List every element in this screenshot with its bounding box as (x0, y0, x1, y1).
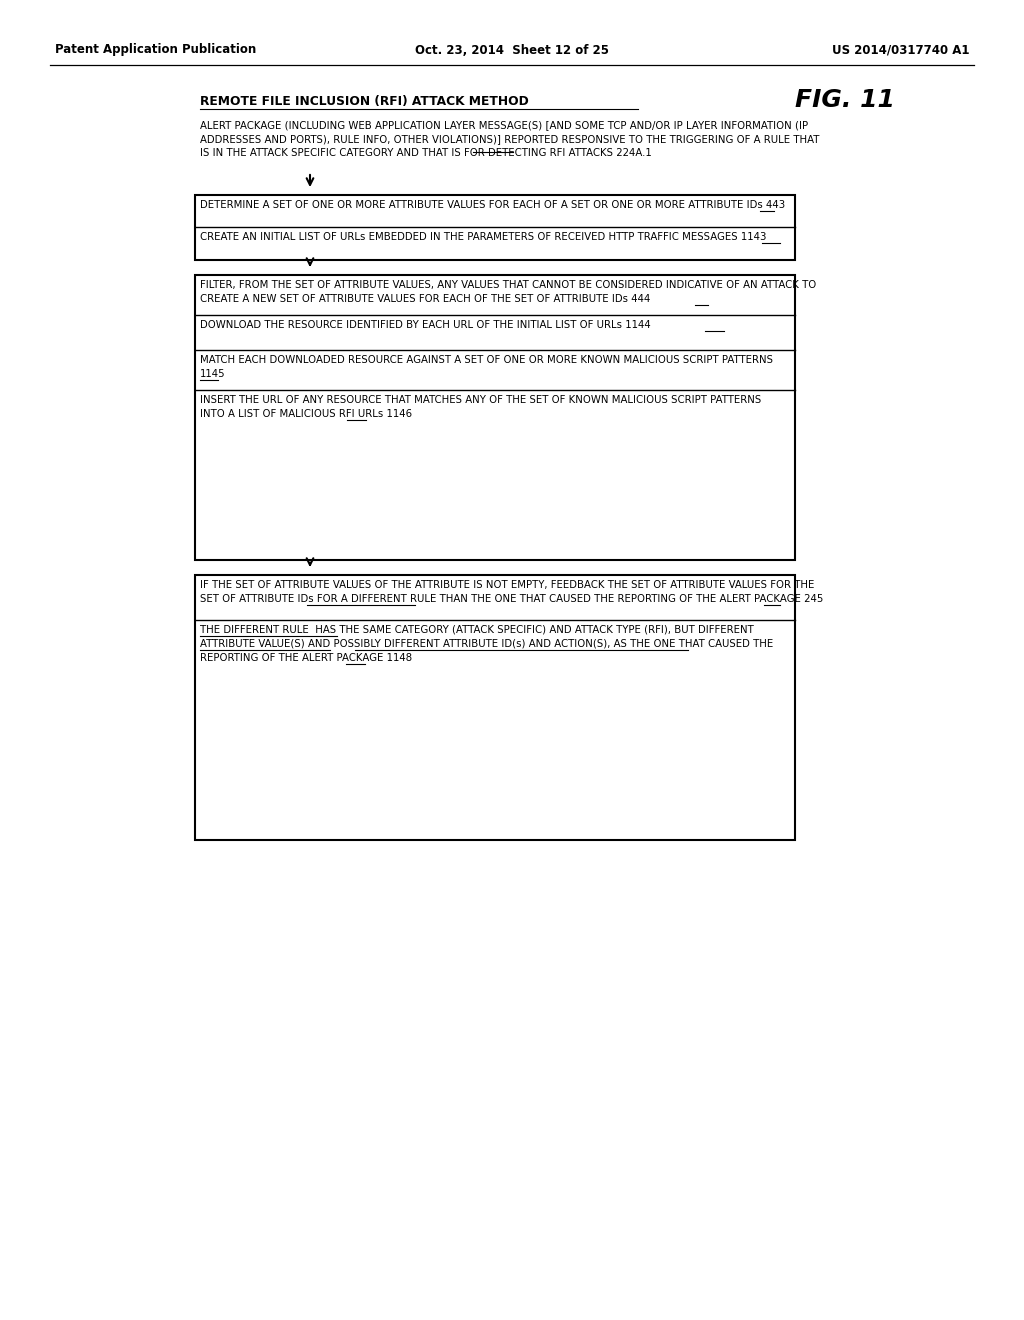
Text: REPORTING OF THE ALERT PACKAGE 1148: REPORTING OF THE ALERT PACKAGE 1148 (200, 653, 412, 663)
Text: ALERT PACKAGE (INCLUDING WEB APPLICATION LAYER MESSAGE(S) [AND SOME TCP AND/OR I: ALERT PACKAGE (INCLUDING WEB APPLICATION… (200, 120, 808, 129)
Text: 1145: 1145 (200, 370, 225, 379)
Text: INSERT THE URL OF ANY RESOURCE THAT MATCHES ANY OF THE SET OF KNOWN MALICIOUS SC: INSERT THE URL OF ANY RESOURCE THAT MATC… (200, 395, 761, 405)
Text: IF THE SET OF ATTRIBUTE VALUES OF THE ATTRIBUTE IS NOT EMPTY, FEEDBACK THE SET O: IF THE SET OF ATTRIBUTE VALUES OF THE AT… (200, 579, 814, 590)
Text: INTO A LIST OF MALICIOUS RFI URLs 1146: INTO A LIST OF MALICIOUS RFI URLs 1146 (200, 409, 412, 418)
Text: ADDRESSES AND PORTS), RULE INFO, OTHER VIOLATIONS)] REPORTED RESPONSIVE TO THE T: ADDRESSES AND PORTS), RULE INFO, OTHER V… (200, 135, 819, 144)
Text: SET OF ATTRIBUTE IDs FOR A DIFFERENT RULE THAN THE ONE THAT CAUSED THE REPORTING: SET OF ATTRIBUTE IDs FOR A DIFFERENT RUL… (200, 594, 823, 605)
Text: US 2014/0317740 A1: US 2014/0317740 A1 (833, 44, 970, 57)
Text: MATCH EACH DOWNLOADED RESOURCE AGAINST A SET OF ONE OR MORE KNOWN MALICIOUS SCRI: MATCH EACH DOWNLOADED RESOURCE AGAINST A… (200, 355, 773, 366)
Text: IS IN THE ATTACK SPECIFIC CATEGORY AND THAT IS FOR DETECTING RFI ATTACKS 224A.1: IS IN THE ATTACK SPECIFIC CATEGORY AND T… (200, 148, 651, 158)
Text: FILTER, FROM THE SET OF ATTRIBUTE VALUES, ANY VALUES THAT CANNOT BE CONSIDERED I: FILTER, FROM THE SET OF ATTRIBUTE VALUES… (200, 280, 816, 290)
Bar (195, 195, 795, 260)
Text: DETERMINE A SET OF ONE OR MORE ATTRIBUTE VALUES FOR EACH OF A SET OR ONE OR MORE: DETERMINE A SET OF ONE OR MORE ATTRIBUTE… (200, 201, 785, 210)
Text: CREATE A NEW SET OF ATTRIBUTE VALUES FOR EACH OF THE SET OF ATTRIBUTE IDs 444: CREATE A NEW SET OF ATTRIBUTE VALUES FOR… (200, 294, 650, 304)
Bar (195, 275, 795, 560)
Text: REMOTE FILE INCLUSION (RFI) ATTACK METHOD: REMOTE FILE INCLUSION (RFI) ATTACK METHO… (200, 95, 528, 108)
Text: Oct. 23, 2014  Sheet 12 of 25: Oct. 23, 2014 Sheet 12 of 25 (415, 44, 609, 57)
Text: ATTRIBUTE VALUE(S) AND POSSIBLY DIFFERENT ATTRIBUTE ID(s) AND ACTION(S), AS THE : ATTRIBUTE VALUE(S) AND POSSIBLY DIFFEREN… (200, 639, 773, 649)
Text: DOWNLOAD THE RESOURCE IDENTIFIED BY EACH URL OF THE INITIAL LIST OF URLs 1144: DOWNLOAD THE RESOURCE IDENTIFIED BY EACH… (200, 319, 650, 330)
Text: FIG. 11: FIG. 11 (795, 88, 895, 112)
Text: Patent Application Publication: Patent Application Publication (55, 44, 256, 57)
Text: THE DIFFERENT RULE  HAS THE SAME CATEGORY (ATTACK SPECIFIC) AND ATTACK TYPE (RFI: THE DIFFERENT RULE HAS THE SAME CATEGORY… (200, 624, 754, 635)
Bar (195, 576, 795, 840)
Text: CREATE AN INITIAL LIST OF URLs EMBEDDED IN THE PARAMETERS OF RECEIVED HTTP TRAFF: CREATE AN INITIAL LIST OF URLs EMBEDDED … (200, 232, 766, 242)
